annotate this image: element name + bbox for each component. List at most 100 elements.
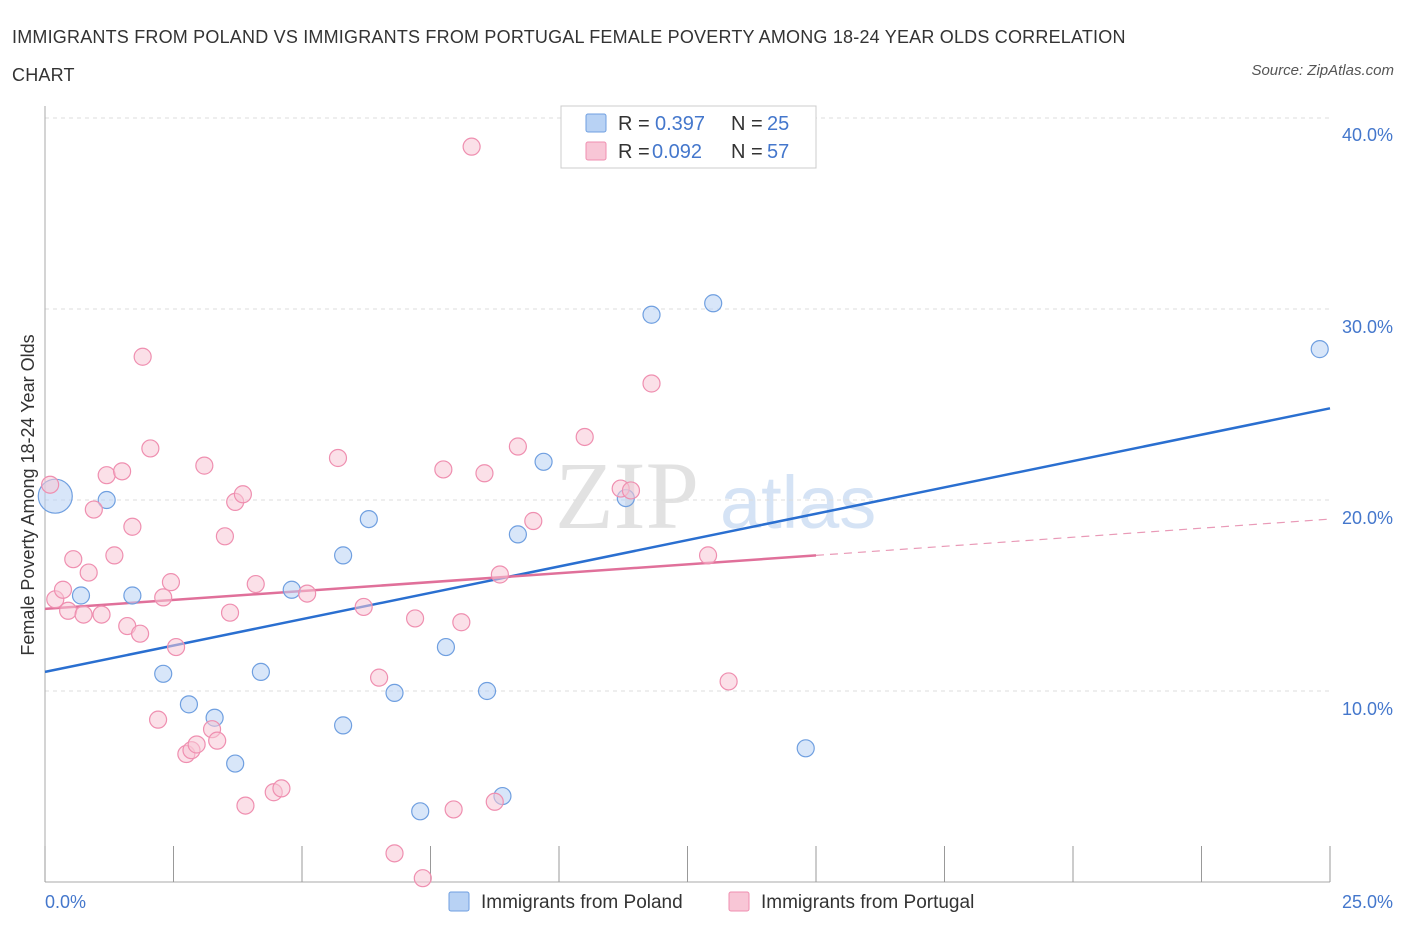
point-portugal-53 [621,481,641,500]
legend-poland-r-label: R = [618,113,650,135]
point-portugal-9 [97,466,116,485]
point-poland-14 [411,802,430,821]
point-poland-18 [508,525,527,544]
chart-title: IMMIGRANTS FROM POLAND VS IMMIGRANTS FRO… [12,27,1126,85]
x-tick-label-25: 25.0% [1342,892,1393,912]
y-tick-label-10: 10.0% [1342,699,1393,719]
point-portugal-30 [233,485,252,504]
point-portugal-49 [508,437,527,456]
bottom-legend-poland-label: Immigrants from Poland [481,892,683,913]
legend-poland-n-label: N = [731,113,763,135]
point-portugal-47 [485,792,504,811]
point-portugal-20 [166,637,186,657]
point-portugal-32 [246,574,265,594]
point-portugal-48 [490,565,509,584]
point-portugal-43 [444,800,463,819]
point-portugal-51 [575,427,594,447]
y-tick-label-40: 40.0% [1342,125,1393,145]
point-portugal-36 [328,448,348,468]
source-label: Source: ZipAtlas.com [1251,62,1394,79]
point-portugal-17 [148,710,168,729]
point-portugal-56 [719,672,738,691]
point-poland-9 [282,580,301,599]
point-portugal-18 [154,588,173,607]
point-poland-3 [123,586,142,605]
y-tick-label-20: 20.0% [1342,508,1393,528]
legend-poland-n-value: 25 [767,113,789,135]
point-poland-12 [359,509,378,529]
point-poland-8 [251,662,270,682]
data-points [37,137,1329,888]
gridlines [45,117,1330,692]
point-portugal-28 [220,603,240,622]
legend-portugal-swatch [585,141,607,161]
point-portugal-2 [53,580,73,599]
point-portugal-45 [462,137,481,156]
point-portugal-5 [74,605,93,624]
legend-portugal-r-label: R = [618,141,650,163]
trendline-poland [44,407,1331,674]
point-portugal-26 [208,731,227,750]
point-portugal-41 [413,869,432,888]
legend-poland-swatch [585,113,607,133]
point-portugal-10 [105,546,124,565]
point-portugal-14 [130,624,150,643]
trendline-dashed-portugal [815,518,1331,556]
y-tick-label-30: 30.0% [1342,317,1393,337]
point-portugal-16 [141,439,160,458]
point-portugal-46 [475,464,494,483]
point-portugal-31 [236,796,255,815]
point-portugal-11 [112,462,132,481]
watermark-atlas: atlas [720,461,876,544]
point-portugal-8 [92,605,111,624]
point-poland-11 [334,716,353,735]
point-portugal-15 [133,347,152,366]
point-portugal-54 [642,374,661,393]
y-axis-title: Female Poverty Among 18-24 Year Olds [18,334,38,655]
point-portugal-13 [123,517,142,536]
point-portugal-35 [298,584,317,603]
point-poland-23 [796,739,815,758]
series-legend: Immigrants from Poland Immigrants from P… [448,891,974,913]
point-poland-15 [436,637,456,657]
point-portugal-19 [161,573,181,592]
point-portugal-44 [452,613,471,632]
point-portugal-4 [64,550,83,569]
point-portugal-38 [370,668,389,687]
legend-portugal-n-label: N = [731,141,763,163]
trendlines [44,407,1331,674]
point-poland-5 [179,695,199,714]
bottom-legend-poland-swatch [448,891,470,912]
point-poland-19 [534,452,553,471]
trendline-portugal [44,554,817,611]
point-poland-24 [1310,340,1329,359]
point-portugal-6 [79,563,98,582]
point-portugal-0 [41,475,60,494]
legend-portugal-n-value: 57 [767,141,789,163]
point-portugal-27 [215,527,234,546]
point-portugal-34 [272,779,291,798]
point-poland-22 [704,294,723,313]
point-poland-13 [385,683,404,703]
point-portugal-40 [405,609,425,628]
x-tick-label-0: 0.0% [45,892,86,912]
legend-portugal-r-value: 0.092 [652,141,702,163]
point-poland-16 [477,681,497,701]
point-portugal-24 [195,456,214,475]
point-poland-21 [642,305,661,324]
point-poland-4 [154,664,173,683]
point-portugal-55 [698,546,718,565]
legend-poland-r-value: 0.397 [655,113,705,135]
point-poland-10 [334,546,353,565]
point-portugal-7 [84,500,103,519]
point-portugal-50 [524,511,543,531]
point-portugal-42 [434,460,453,479]
point-portugal-3 [59,601,78,620]
point-poland-7 [226,754,245,773]
point-poland-1 [71,586,91,605]
point-portugal-37 [354,597,373,617]
point-portugal-23 [187,735,206,754]
bottom-legend-portugal-swatch [728,891,750,912]
stats-legend: R = 0.397 N = 25 R = 0.092 N = 57 [560,105,817,169]
